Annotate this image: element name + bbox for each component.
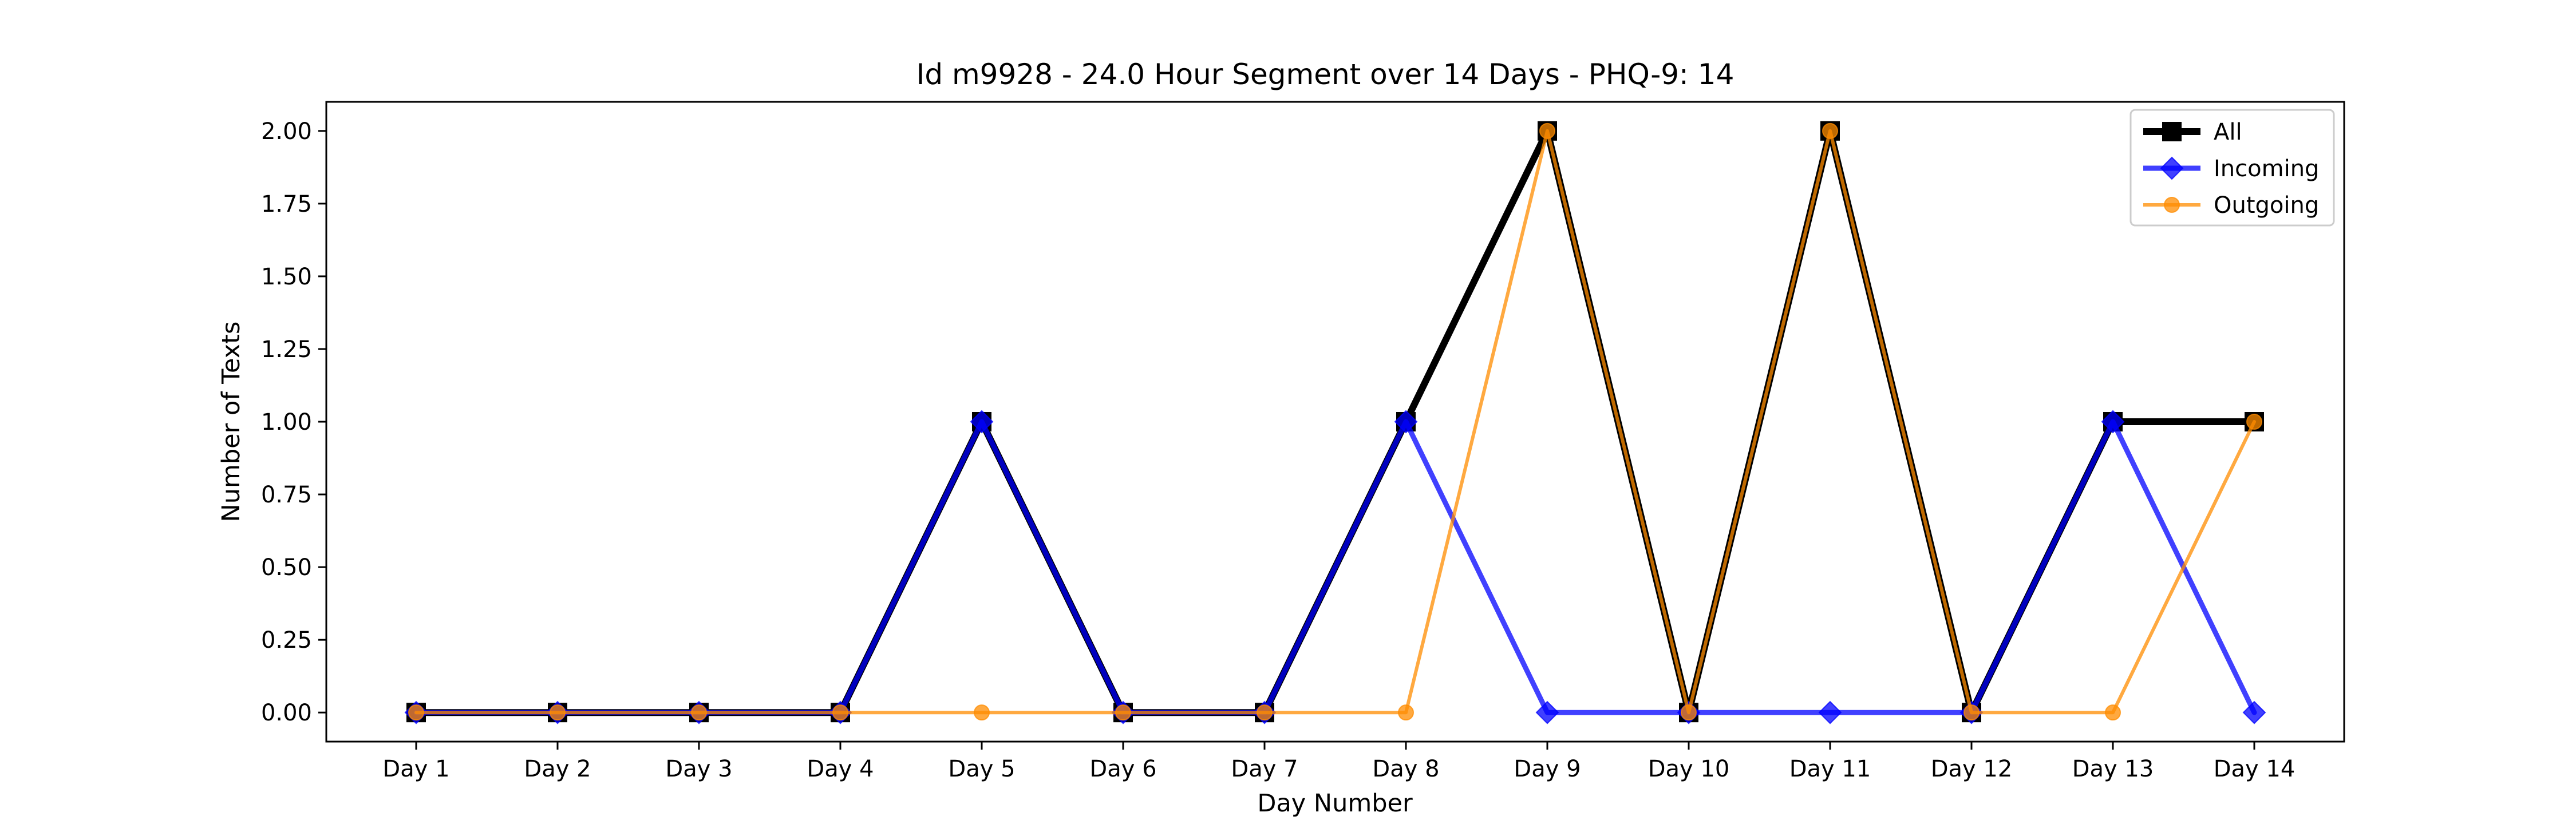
legend-marker	[2164, 197, 2180, 213]
y-tick-label: 1.25	[261, 336, 312, 363]
x-tick-label: Day 12	[1931, 756, 2013, 782]
data-point	[408, 704, 424, 721]
data-point	[1822, 122, 1838, 139]
y-tick-label: 0.00	[261, 700, 312, 726]
chart-title: Id m9928 - 24.0 Hour Segment over 14 Day…	[916, 58, 1735, 91]
x-tick-label: Day 8	[1372, 756, 1439, 782]
y-tick-label: 0.50	[261, 554, 312, 581]
x-axis: Day 1 Day 2 Day 3 Day 4 Day 5 Day 6 Day 7 Day 8…	[382, 742, 2295, 782]
data-point	[970, 410, 994, 434]
legend-label: Incoming	[2214, 156, 2319, 182]
x-tick-label: Day 11	[1789, 756, 1871, 782]
plot-area	[404, 121, 2266, 724]
y-tick-label: 0.75	[261, 482, 312, 508]
x-tick-label: Day 2	[524, 756, 591, 782]
series-line-all	[413, 127, 2258, 716]
data-point	[2101, 410, 2125, 434]
y-axis: 0.00 0.25 0.50 0.75 1.00 1.25 1.50 1.75 2.00	[261, 118, 326, 726]
data-point	[691, 704, 707, 721]
data-point	[832, 704, 848, 721]
legend-entry-all: All	[2143, 119, 2242, 145]
plot-frame	[325, 101, 2345, 743]
legend-label: Outgoing	[2214, 192, 2319, 219]
y-tick-label: 1.75	[261, 191, 312, 217]
data-point	[1818, 700, 1842, 724]
y-axis-label: Number of Texts	[217, 322, 246, 522]
data-point	[1394, 410, 1418, 434]
series-all	[406, 121, 2264, 723]
x-tick-label: Day 6	[1089, 756, 1156, 782]
legend-entry-incoming: Incoming	[2143, 156, 2319, 182]
data-point	[1539, 122, 1555, 139]
data-point	[1115, 704, 1131, 721]
x-tick-label: Day 1	[382, 756, 449, 782]
legend-label: All	[2214, 119, 2242, 145]
legend: All Incoming Outgoing	[2129, 109, 2335, 227]
data-point	[974, 704, 990, 721]
data-point	[2246, 414, 2262, 430]
y-tick-label: 1.00	[261, 409, 312, 435]
legend-marker	[2160, 156, 2184, 180]
data-point	[1398, 704, 1414, 721]
legend-marker	[2162, 122, 2182, 141]
data-point	[2242, 700, 2266, 724]
y-tick-label: 0.25	[261, 627, 312, 653]
x-tick-label: Day 13	[2072, 756, 2154, 782]
data-point	[1257, 704, 1273, 721]
series-line-incoming	[413, 419, 2257, 715]
data-point	[550, 704, 566, 721]
y-tick-label: 2.00	[261, 118, 312, 145]
series-line-outgoing	[414, 129, 2256, 715]
x-tick-label: Day 9	[1514, 756, 1581, 782]
x-axis-label: Day Number	[1257, 789, 1413, 818]
series-incoming	[404, 410, 2266, 724]
series-outgoing	[408, 122, 2262, 721]
data-point	[1681, 704, 1697, 721]
x-tick-label: Day 5	[948, 756, 1015, 782]
x-tick-label: Day 10	[1648, 756, 1730, 782]
x-tick-label: Day 14	[2214, 756, 2296, 782]
legend-entry-outgoing: Outgoing	[2143, 192, 2319, 219]
x-tick-label: Day 4	[807, 756, 874, 782]
y-tick-label: 1.50	[261, 264, 312, 290]
x-tick-label: Day 7	[1231, 756, 1298, 782]
data-point	[2105, 704, 2121, 721]
data-point	[1535, 700, 1559, 724]
x-tick-label: Day 3	[665, 756, 732, 782]
data-point	[1963, 704, 1980, 721]
